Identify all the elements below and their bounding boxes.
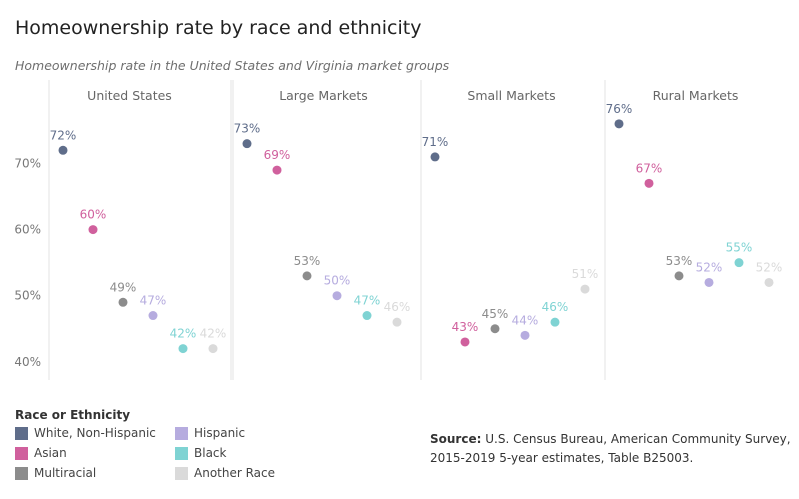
source-note: Source: U.S. Census Bureau, American Com… <box>430 430 799 468</box>
legend-item-white-non-hispanic[interactable]: White, Non-Hispanic <box>15 426 156 440</box>
legend-title: Race or Ethnicity <box>15 408 131 422</box>
legend-swatch-black <box>175 446 188 460</box>
data-label: 49% <box>110 280 137 294</box>
legend-label-another-race: Another Race <box>194 466 276 480</box>
data-point <box>242 139 252 149</box>
data-label: 45% <box>482 307 509 321</box>
legend-item-black[interactable]: Black <box>175 446 226 460</box>
legend-label-white-non-hispanic: White, Non-Hispanic <box>34 426 156 440</box>
data-label: 42% <box>200 327 227 341</box>
data-label: 52% <box>696 260 723 274</box>
data-label: 73% <box>234 122 261 136</box>
data-label: 60% <box>80 208 107 222</box>
data-point <box>704 277 714 287</box>
data-point <box>734 258 744 268</box>
panel-header-2: Small Markets <box>467 88 555 103</box>
data-label: 43% <box>452 320 479 334</box>
data-label: 46% <box>542 300 569 314</box>
data-label: 47% <box>354 294 381 308</box>
data-label: 53% <box>666 254 693 268</box>
data-point <box>332 291 342 301</box>
legend-item-asian[interactable]: Asian <box>15 446 67 460</box>
data-point <box>674 271 684 281</box>
data-point <box>550 317 560 327</box>
data-point <box>490 324 500 334</box>
y-tick-label: 50% <box>14 289 41 303</box>
data-label: 72% <box>50 128 77 142</box>
source-text: U.S. Census Bureau, American Community S… <box>430 432 791 465</box>
data-point <box>644 178 654 188</box>
data-label: 44% <box>512 313 539 327</box>
data-label: 67% <box>636 161 663 175</box>
data-label: 46% <box>384 300 411 314</box>
data-point <box>88 225 98 235</box>
data-point <box>580 284 590 294</box>
legend-label-black: Black <box>194 446 227 460</box>
legend-label-asian: Asian <box>34 446 67 460</box>
legend-swatch-asian <box>15 446 28 460</box>
data-label: 47% <box>140 294 167 308</box>
data-point <box>148 311 158 321</box>
legend-swatch-another-race <box>175 466 188 480</box>
legend-item-multiracial[interactable]: Multiracial <box>15 466 96 480</box>
data-point <box>362 311 372 321</box>
data-label: 53% <box>294 254 321 268</box>
data-point <box>430 152 440 162</box>
data-label: 76% <box>606 102 633 116</box>
chart-subtitle: Homeownership rate in the United States … <box>15 58 450 73</box>
panel-header-0: United States <box>87 88 172 103</box>
legend-swatch-white-non-hispanic <box>15 426 28 440</box>
legend-item-hispanic[interactable]: Hispanic <box>175 426 245 440</box>
data-point <box>614 119 624 129</box>
data-point <box>272 165 282 175</box>
data-label: 52% <box>756 260 783 274</box>
data-label: 42% <box>170 327 197 341</box>
legend-item-another-race[interactable]: Another Race <box>175 466 275 480</box>
data-label: 69% <box>264 148 291 162</box>
data-label: 55% <box>726 241 753 255</box>
y-tick-label: 70% <box>14 157 41 171</box>
panel-header-1: Large Markets <box>279 88 368 103</box>
data-point <box>392 317 402 327</box>
data-point <box>460 337 470 347</box>
legend-label-hispanic: Hispanic <box>194 426 246 440</box>
panel-header-3: Rural Markets <box>653 88 739 103</box>
y-tick-label: 40% <box>14 355 41 369</box>
legend-swatch-multiracial <box>15 466 28 480</box>
dot-chart: United States Large Markets Small Markets R… <box>14 80 783 380</box>
y-tick-label: 60% <box>14 223 41 237</box>
data-label: 51% <box>572 267 599 281</box>
data-point <box>764 277 774 287</box>
data-point <box>302 271 312 281</box>
data-point <box>118 297 128 307</box>
data-label: 50% <box>324 274 351 288</box>
source-label: Source: <box>430 432 482 446</box>
chart-title: Homeownership rate by race and ethnicity <box>15 17 422 39</box>
data-point <box>178 344 188 354</box>
data-point <box>208 344 218 354</box>
legend-label-multiracial: Multiracial <box>34 466 97 480</box>
data-point <box>58 145 68 155</box>
data-label: 71% <box>422 135 449 149</box>
data-point <box>520 330 530 340</box>
legend-swatch-hispanic <box>175 426 188 440</box>
